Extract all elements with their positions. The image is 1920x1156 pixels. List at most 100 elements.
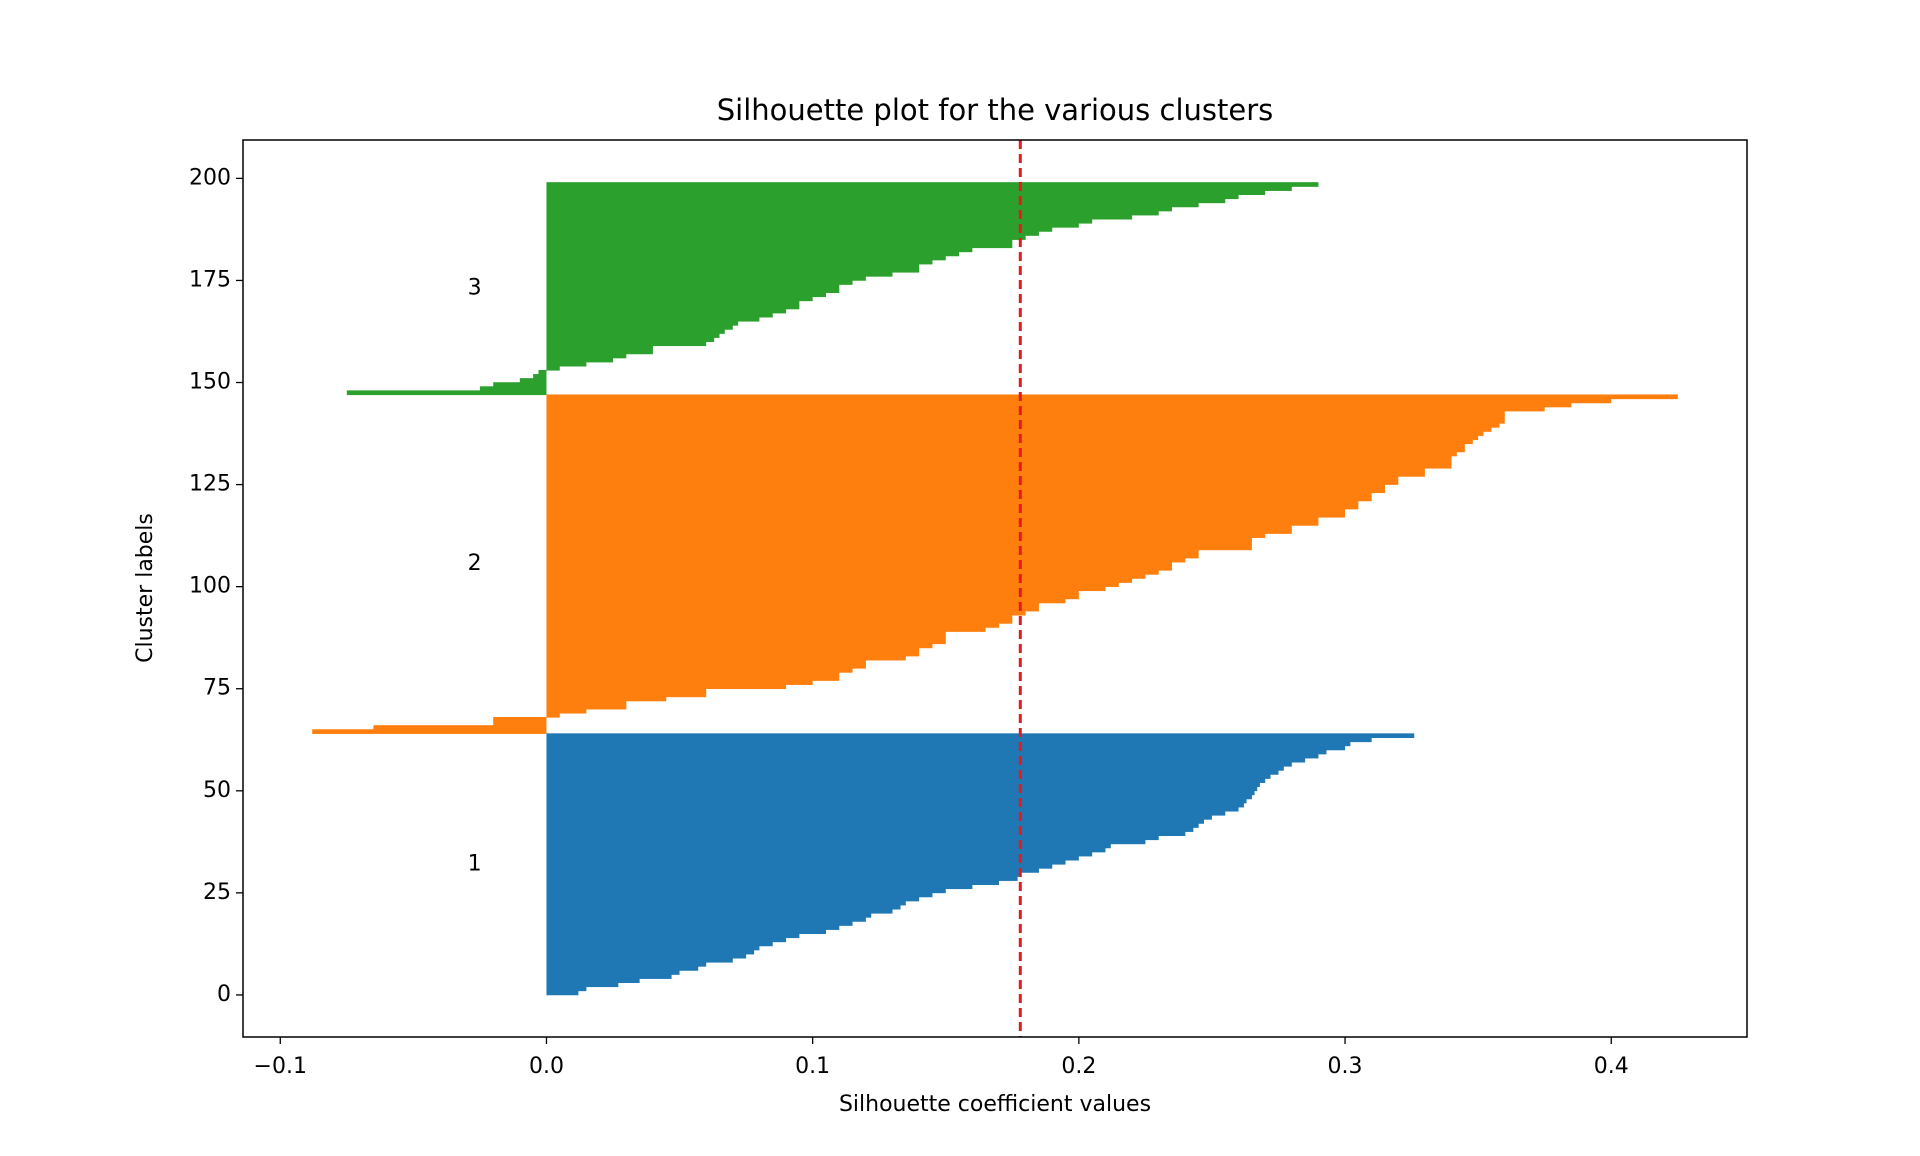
silhouette-bar (546, 533, 1266, 538)
silhouette-bar (546, 757, 1306, 763)
cluster-label: 1 (468, 851, 482, 876)
x-axis-label: Silhouette coefficient values (839, 1092, 1151, 1117)
silhouette-bar (493, 382, 547, 387)
silhouette-bar (546, 296, 813, 302)
silhouette-bar (546, 941, 773, 947)
silhouette-bar (546, 406, 1545, 412)
silhouette-bar (546, 325, 733, 330)
silhouette-bar (546, 402, 1572, 408)
silhouette-bar (546, 696, 667, 702)
silhouette-bar (546, 341, 707, 347)
silhouette-bar (546, 182, 1319, 187)
y-tick-label: 125 (189, 472, 231, 497)
silhouette-bar (546, 798, 1247, 804)
silhouette-bar (546, 210, 1159, 216)
silhouette-bar (546, 508, 1346, 514)
silhouette-bar (546, 631, 946, 636)
silhouette-bar (546, 672, 840, 677)
silhouette-bar (546, 917, 866, 922)
silhouette-bar (546, 598, 1066, 604)
silhouette-bar (519, 378, 547, 383)
silhouette-bar (546, 361, 587, 367)
silhouette-bar (546, 308, 787, 314)
y-tick-label: 175 (189, 267, 231, 292)
silhouette-bar (546, 398, 1612, 404)
silhouette-bar (546, 337, 715, 342)
silhouette-bar (546, 855, 1079, 861)
silhouette-bar (546, 961, 707, 967)
silhouette-bar (546, 876, 1018, 881)
silhouette-bar (546, 619, 1013, 624)
silhouette-bar (546, 435, 1479, 440)
x-tick-label: 0.4 (1594, 1054, 1629, 1079)
silhouette-bar (546, 770, 1279, 775)
silhouette-bar (546, 872, 1021, 877)
y-tick-label: 25 (203, 880, 231, 905)
silhouette-bar (546, 194, 1239, 200)
silhouette-bar (546, 455, 1452, 461)
silhouette-bar (546, 966, 699, 971)
x-tick-label: 0.3 (1328, 1054, 1363, 1079)
plot-frame (242, 139, 1748, 1038)
silhouette-bar (546, 476, 1399, 481)
x-tick-label: 0.0 (529, 1054, 564, 1079)
silhouette-bar (546, 982, 619, 988)
silhouette-bar (546, 831, 1186, 837)
silhouette-bar (546, 863, 1053, 869)
silhouette-bar (546, 810, 1226, 816)
silhouette-bar (546, 749, 1327, 755)
silhouette-bar (546, 504, 1359, 510)
y-tick-label: 200 (189, 165, 231, 190)
silhouette-bar (533, 374, 547, 379)
silhouette-bar (546, 851, 1093, 857)
silhouette-bar (546, 843, 1111, 849)
silhouette-bar (546, 198, 1226, 204)
silhouette-bar (546, 235, 1026, 240)
silhouette-bar (546, 753, 1319, 759)
x-tick-label: −0.1 (254, 1054, 307, 1079)
x-tick-label: 0.1 (795, 1054, 830, 1079)
silhouette-bar (546, 733, 1415, 739)
silhouette-bar (546, 565, 1173, 571)
silhouette-bar (546, 835, 1159, 841)
silhouette-bar (546, 521, 1319, 526)
silhouette-bar (546, 312, 773, 318)
silhouette-bar (546, 700, 627, 706)
silhouette-bar (546, 222, 1079, 228)
silhouette-bar (546, 737, 1372, 743)
silhouette-bar (546, 978, 640, 983)
silhouette-bar (546, 684, 787, 690)
silhouette-bar (546, 292, 826, 298)
silhouette-bar (546, 365, 560, 371)
silhouette-bar (546, 239, 1013, 245)
silhouette-bar (546, 427, 1492, 432)
silhouette-bar (546, 467, 1425, 473)
silhouette-bar (546, 492, 1372, 498)
silhouette-bar (546, 892, 933, 898)
silhouette-bar (546, 480, 1399, 485)
silhouette-bar (546, 945, 760, 951)
silhouette-bar (546, 974, 672, 979)
silhouette-bar (546, 423, 1500, 428)
silhouette-bar (546, 692, 707, 698)
silhouette-bar (546, 255, 946, 261)
silhouette-bar (546, 884, 973, 890)
silhouette-bar (546, 933, 800, 939)
silhouette-bar (546, 668, 853, 673)
silhouette-bar (546, 606, 1039, 612)
silhouette-bar (546, 202, 1199, 208)
silhouette-bar (546, 410, 1505, 416)
silhouette-bar (546, 957, 733, 963)
silhouette-bar (546, 676, 840, 681)
silhouette-bar (546, 778, 1266, 783)
silhouette-bar (546, 986, 587, 992)
silhouette-bar (546, 766, 1284, 771)
silhouette-bar (546, 553, 1199, 559)
silhouette-bar (546, 218, 1093, 224)
silhouette-bar (546, 643, 933, 649)
silhouette-bar (546, 516, 1319, 522)
silhouette-bar (546, 300, 800, 306)
silhouette-bar (546, 541, 1252, 547)
silhouette-bar (373, 725, 547, 730)
